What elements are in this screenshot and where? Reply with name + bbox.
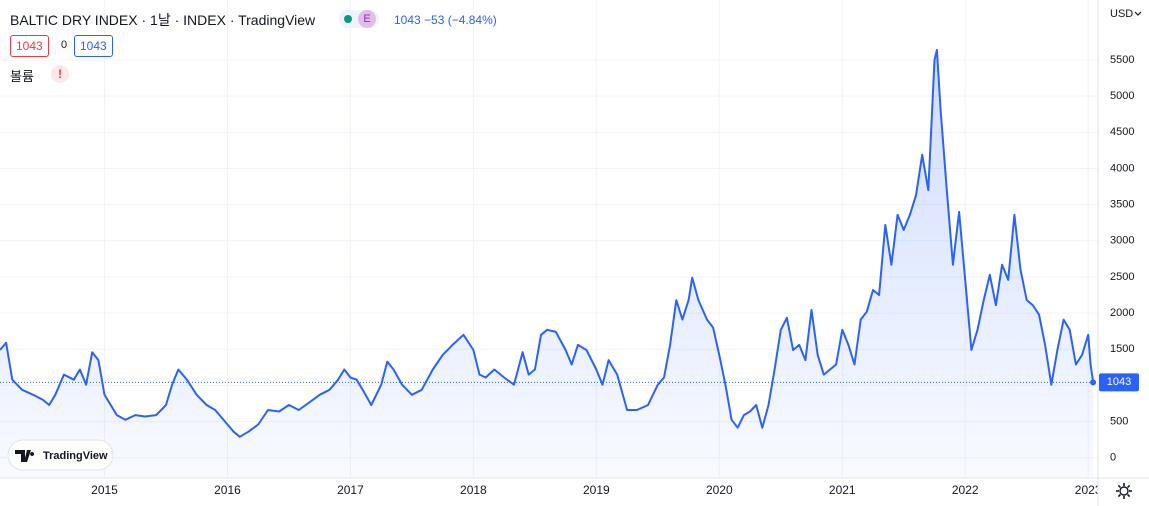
x-tick-label: 2018	[460, 483, 487, 497]
y-tick-label: 5000	[1110, 90, 1134, 102]
x-tick-label: 2017	[337, 483, 364, 497]
y-tick-label: 1500	[1110, 343, 1134, 355]
spread: 0	[61, 39, 68, 51]
symbol-title: BALTIC DRY INDEX · 1날 · INDEX · TradingV…	[10, 12, 316, 28]
quote: 1043 −53 (−4.84%)	[394, 13, 497, 27]
y-tick-label: 2500	[1110, 271, 1134, 283]
currency-selector[interactable]: USD	[1110, 8, 1133, 20]
market-status-dot	[344, 15, 352, 23]
x-tick-label: 2015	[91, 483, 118, 497]
watermark: TradingView	[7, 439, 114, 471]
y-tick-label: 3000	[1110, 235, 1134, 247]
price-line	[0, 48, 1095, 438]
y-tick-label: 4000	[1110, 162, 1134, 174]
buy-price[interactable]: 1043	[74, 35, 113, 57]
volume-warning[interactable]: !	[51, 65, 69, 83]
x-tick-label: 2022	[952, 483, 979, 497]
x-tick-label: 2019	[583, 483, 610, 497]
y-tick-label: 0	[1110, 452, 1116, 464]
exchange-badge: E	[358, 10, 376, 28]
y-tick-label: 500	[1110, 416, 1128, 428]
watermark-text: TradingView	[43, 450, 108, 462]
x-tick-label: 2023	[1075, 483, 1102, 497]
y-tick-label: 2000	[1110, 307, 1134, 319]
y-tick-label: 3500	[1110, 199, 1134, 211]
settings-icon[interactable]	[1116, 483, 1132, 499]
x-tick-label: 2021	[829, 483, 856, 497]
last-point	[1090, 379, 1097, 386]
x-tick-label: 2016	[214, 483, 241, 497]
last-price-box	[1099, 373, 1139, 392]
last-price-label: 1043	[1107, 376, 1131, 388]
y-tick-label: 5500	[1110, 54, 1134, 66]
volume-label: 볼륨	[10, 69, 34, 84]
x-tick-label: 2020	[706, 483, 733, 497]
y-tick-label: 4500	[1110, 126, 1134, 138]
sell-price[interactable]: 1043	[10, 35, 49, 57]
area-fill	[0, 49, 1094, 478]
currency-caret[interactable]	[1134, 11, 1142, 16]
